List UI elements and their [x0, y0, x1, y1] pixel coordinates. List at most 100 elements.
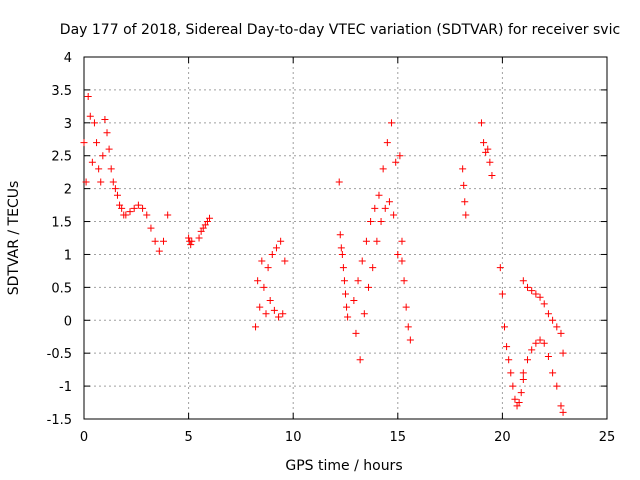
data-point	[507, 369, 515, 377]
data-points	[80, 92, 567, 416]
x-tick-label: 10	[285, 430, 302, 445]
data-point	[394, 250, 402, 258]
data-point	[143, 211, 151, 219]
data-point	[390, 211, 398, 219]
data-point	[532, 290, 540, 298]
data-point	[524, 356, 532, 364]
data-point	[281, 257, 289, 265]
data-point	[388, 119, 396, 127]
y-tick-label: 2	[64, 183, 72, 198]
data-point	[159, 237, 167, 245]
data-point	[275, 313, 283, 321]
x-tick-label: 25	[599, 430, 616, 445]
data-point	[93, 139, 101, 147]
data-point	[118, 204, 126, 212]
data-point	[270, 306, 278, 314]
data-point	[86, 112, 94, 120]
data-point	[252, 323, 260, 331]
data-point	[369, 264, 377, 272]
data-point	[486, 158, 494, 166]
data-point	[151, 237, 159, 245]
data-point	[505, 356, 513, 364]
data-point	[109, 178, 117, 186]
data-point	[272, 244, 280, 252]
data-point	[462, 211, 470, 219]
data-point	[264, 264, 272, 272]
x-tick-label: 15	[390, 430, 407, 445]
data-point	[509, 382, 517, 390]
data-point	[549, 316, 557, 324]
data-point	[155, 247, 163, 255]
y-tick-label: -1	[59, 380, 72, 395]
data-point	[337, 244, 345, 252]
data-point	[139, 204, 147, 212]
data-point	[130, 204, 138, 212]
data-point	[381, 204, 389, 212]
data-point	[540, 339, 548, 347]
data-point	[383, 139, 391, 147]
data-point	[358, 257, 366, 265]
data-point	[95, 165, 103, 173]
y-tick-label: 4	[64, 51, 72, 66]
axis-ticks	[83, 56, 608, 420]
y-tick-label: 0.5	[51, 281, 72, 296]
data-point	[360, 310, 368, 318]
data-point	[111, 185, 119, 193]
y-tick-label: -1.5	[47, 413, 72, 428]
data-point	[134, 201, 142, 209]
data-point	[342, 290, 349, 298]
data-point	[375, 191, 383, 199]
x-tick-label: 20	[494, 430, 511, 445]
y-tick-label: -0.5	[47, 347, 72, 362]
data-point	[503, 343, 511, 351]
data-point	[279, 310, 287, 318]
data-point	[461, 198, 469, 206]
data-point	[365, 283, 373, 291]
data-point	[256, 303, 264, 311]
data-point	[460, 181, 468, 189]
y-tick-label: 0	[64, 314, 72, 329]
data-point	[195, 234, 203, 242]
data-point	[367, 218, 375, 226]
data-point	[343, 303, 351, 311]
data-point	[350, 297, 358, 305]
data-point	[519, 369, 527, 377]
data-point	[352, 329, 360, 337]
data-point	[511, 395, 519, 403]
data-point	[500, 323, 508, 331]
data-point	[400, 277, 408, 285]
data-point	[549, 369, 557, 377]
data-point	[392, 158, 400, 166]
grid-lines	[84, 57, 607, 419]
chart-title: Day 177 of 2018, Sidereal Day-to-day VTE…	[60, 22, 620, 38]
data-point	[488, 171, 496, 179]
data-point	[553, 382, 561, 390]
data-point	[88, 158, 96, 166]
x-tick-label: 0	[80, 430, 88, 445]
y-tick-label: 1.5	[51, 216, 72, 231]
data-point	[82, 178, 90, 186]
data-point	[101, 116, 109, 124]
data-point	[496, 264, 504, 272]
data-point	[379, 165, 387, 173]
data-point	[344, 313, 352, 321]
data-point	[339, 264, 347, 272]
data-point	[335, 178, 343, 186]
data-point	[338, 250, 346, 258]
y-tick-label: 2.5	[51, 150, 72, 165]
data-point	[188, 237, 196, 245]
y-tick-label: 1	[64, 248, 72, 263]
data-point	[398, 237, 406, 245]
plot-frame	[83, 56, 608, 420]
data-point	[498, 290, 506, 298]
data-point	[528, 346, 536, 354]
data-point	[99, 152, 107, 160]
data-point	[105, 145, 113, 153]
data-point	[515, 399, 523, 407]
data-point	[406, 336, 414, 344]
data-point	[277, 237, 285, 245]
x-tick-label: 5	[184, 430, 192, 445]
data-point	[126, 208, 134, 216]
data-point	[544, 310, 552, 318]
